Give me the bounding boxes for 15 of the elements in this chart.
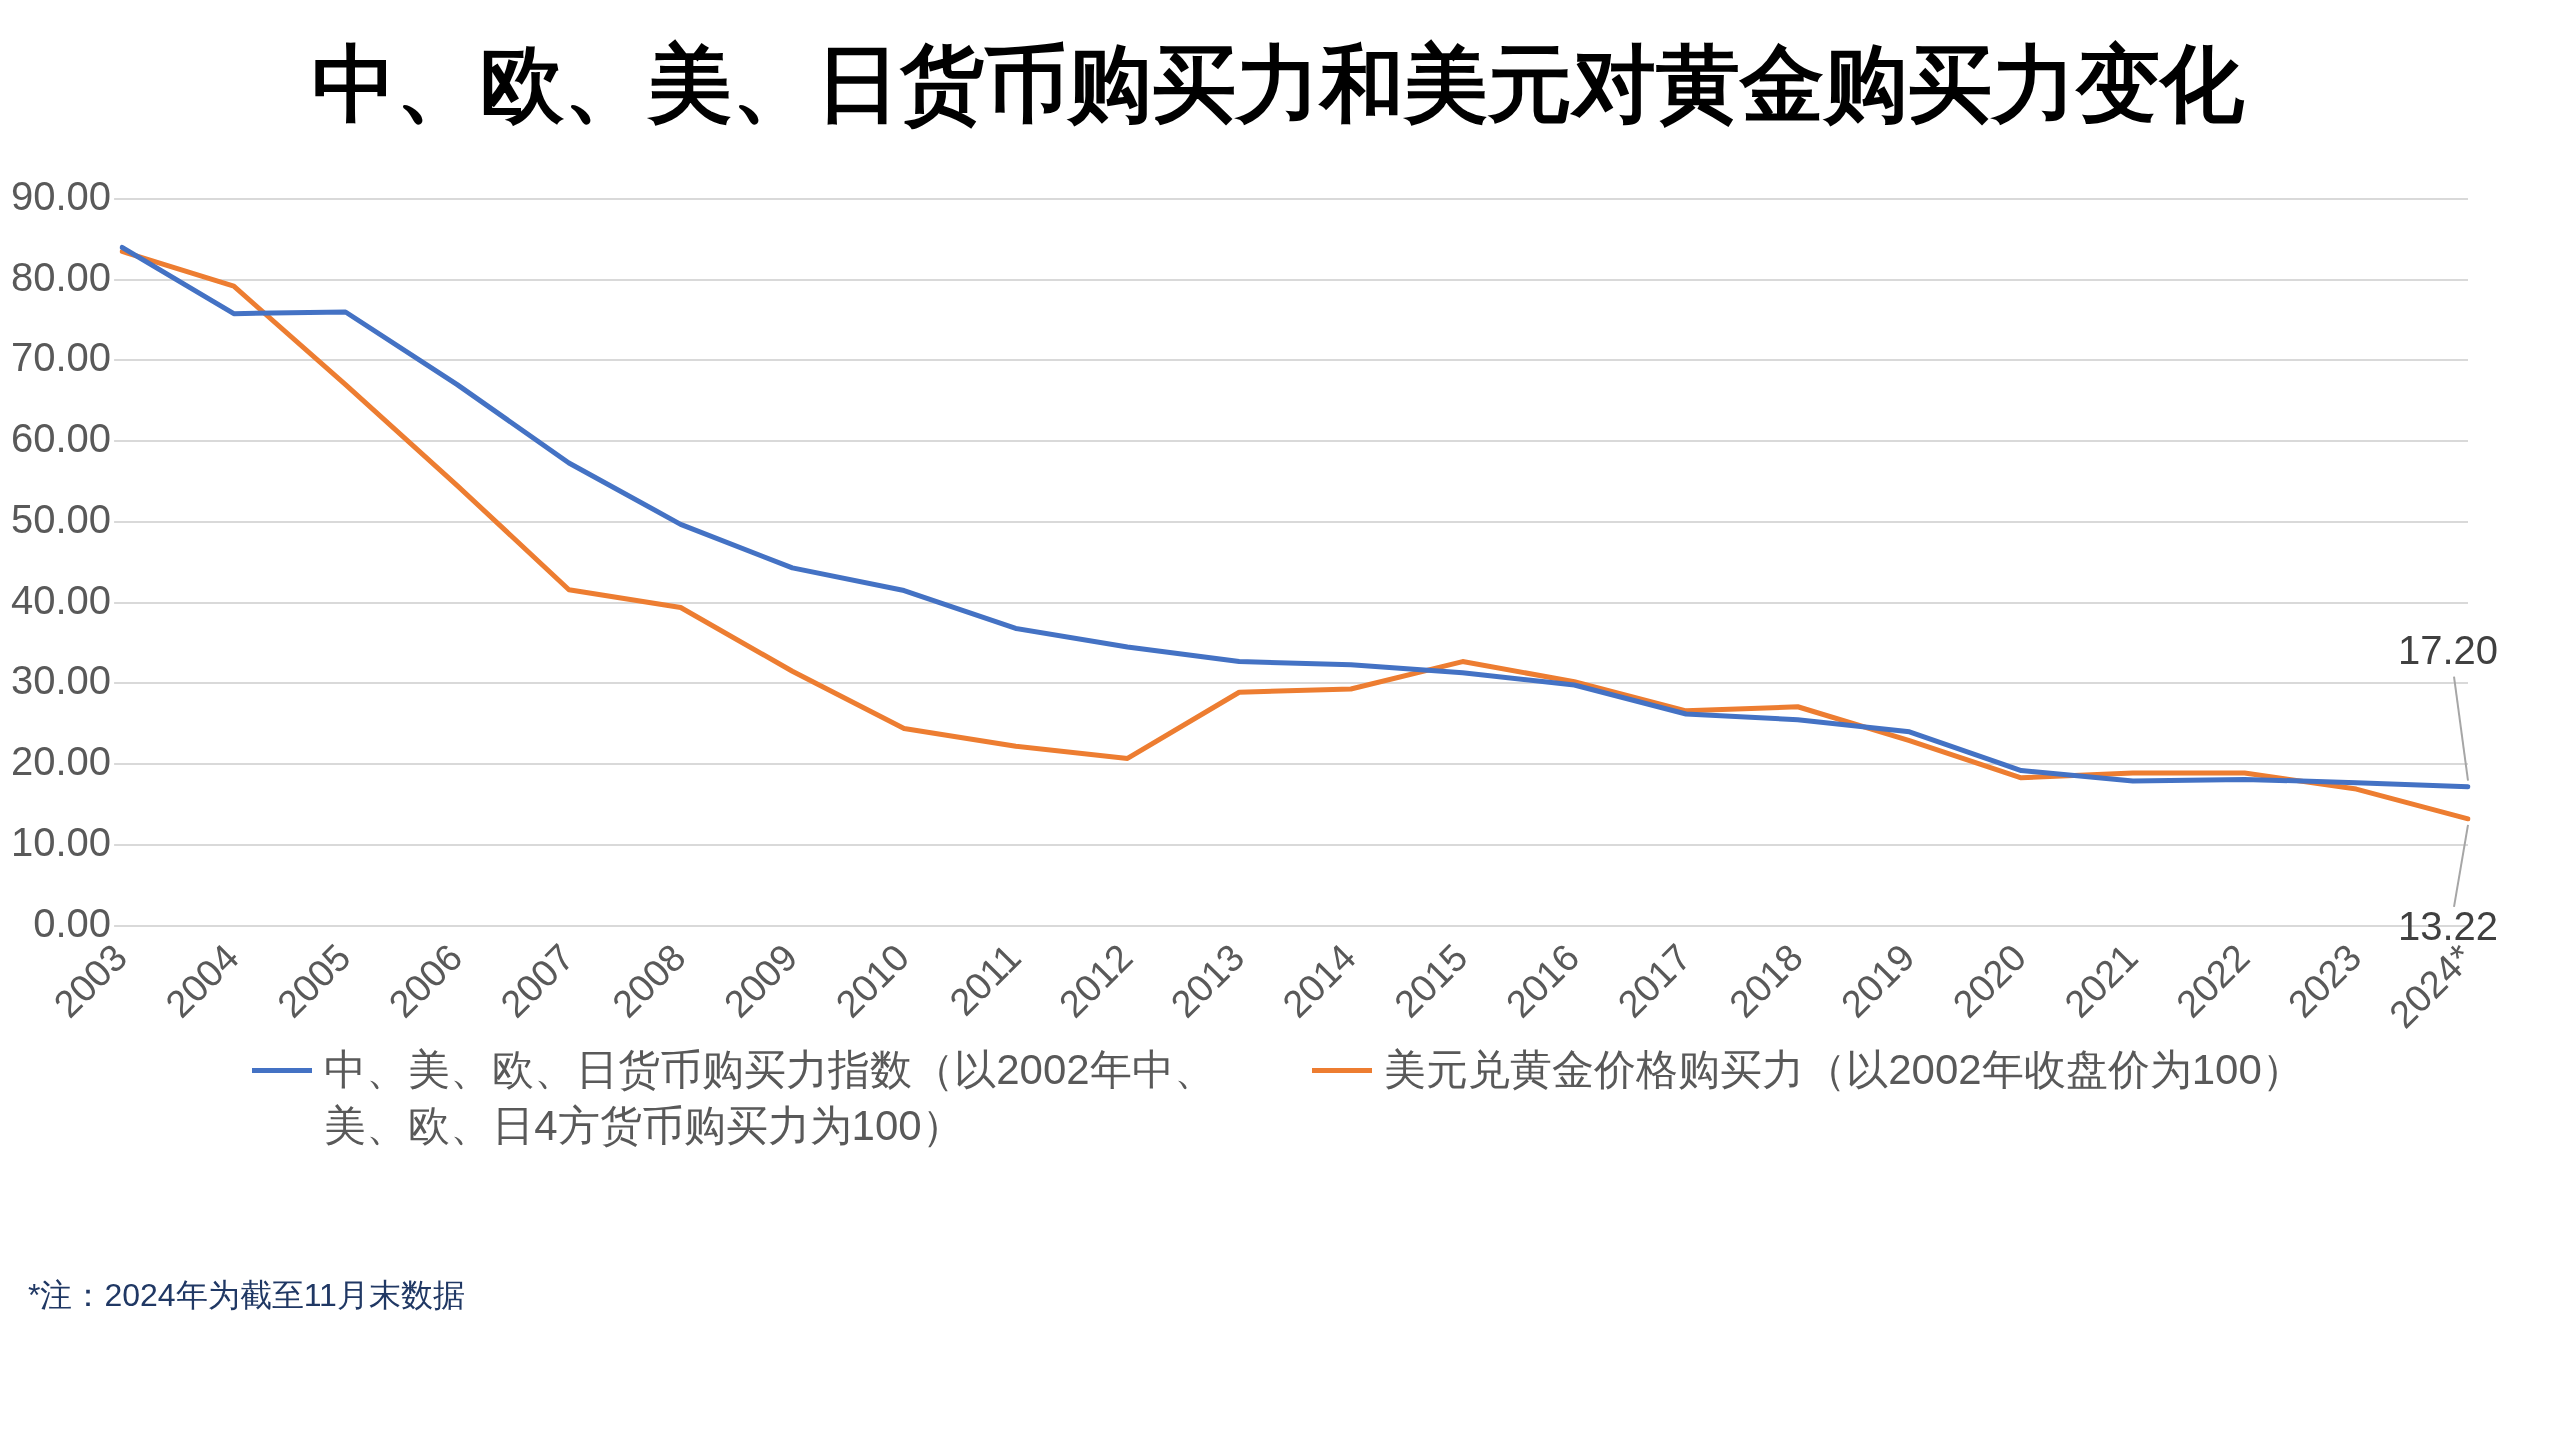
y-tick-label: 90.00	[10, 174, 112, 219]
y-tick-label: 40.00	[10, 577, 112, 622]
y-tick-label: 20.00	[10, 739, 112, 784]
y-tick-label: 60.00	[10, 416, 112, 461]
text: *注：2024年为截至11月末数据	[28, 1276, 466, 1315]
y-tick-label: 50.00	[10, 496, 112, 541]
legend-label: 美元兑黄金价格购买力（以2002年收盘价为100）	[1384, 1045, 2304, 1095]
data-label: 17.20	[2397, 627, 2499, 672]
y-tick-label: 0.00	[33, 900, 112, 945]
y-tick-label: 70.00	[10, 335, 112, 380]
legend-label: 中、美、欧、日货币购买力指数（以2002年中、美、欧、日4方货币购买力为100）	[324, 1045, 1217, 1151]
y-tick-label: 30.00	[10, 658, 112, 703]
chart-title: 中、欧、美、日货币购买力和美元对黄金购买力变化	[311, 34, 2245, 135]
y-tick-label: 80.00	[10, 254, 112, 299]
y-tick-label: 10.00	[10, 819, 112, 864]
